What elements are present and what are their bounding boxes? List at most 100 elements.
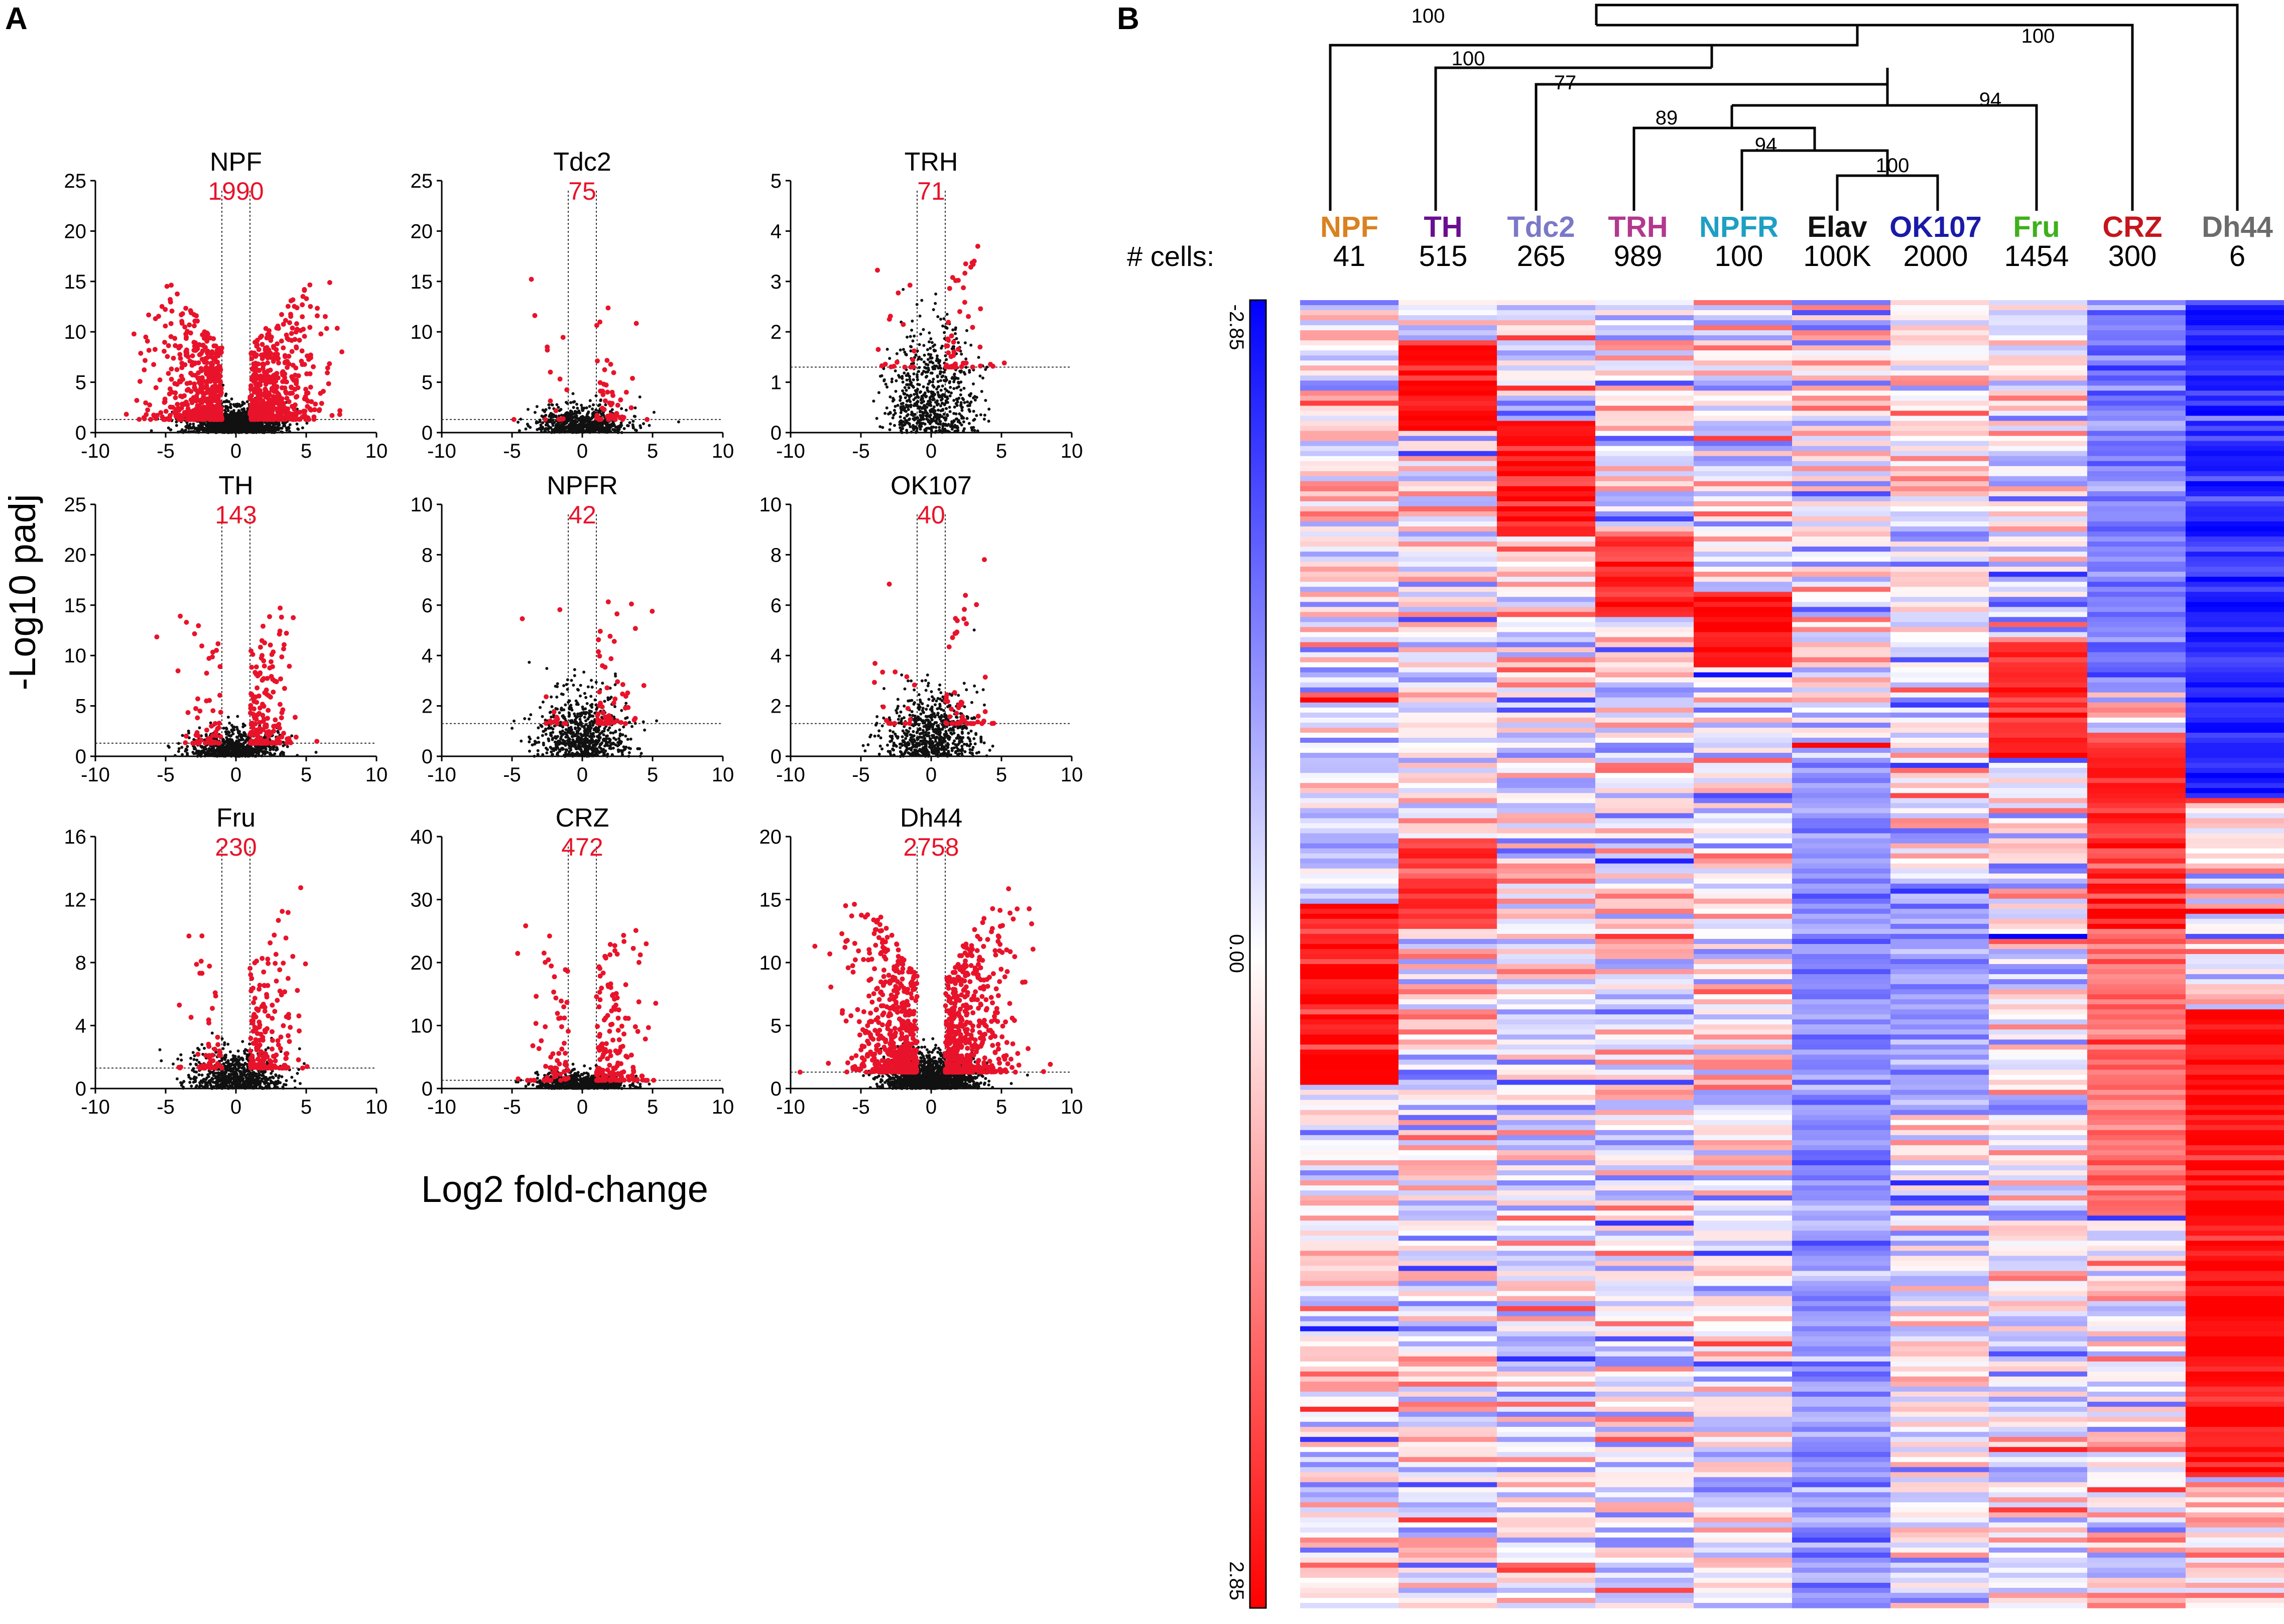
- point-ns: [930, 341, 934, 344]
- point-ns: [181, 431, 185, 434]
- plot-title: Tdc2: [553, 148, 611, 177]
- point-significant: [315, 313, 320, 319]
- point-significant: [945, 336, 950, 342]
- point-significant: [199, 407, 204, 413]
- point-ns: [952, 387, 956, 390]
- point-significant: [275, 341, 280, 347]
- point-significant: [279, 385, 285, 390]
- point-significant: [977, 344, 983, 350]
- point-ns: [281, 431, 284, 434]
- point-ns: [557, 405, 560, 409]
- x-tick-label: 5: [301, 440, 312, 462]
- point-significant: [166, 343, 171, 348]
- point-ns: [544, 427, 548, 430]
- point-ns: [909, 400, 912, 403]
- point-significant: [142, 367, 147, 372]
- point-significant: [294, 321, 299, 326]
- point-ns: [982, 418, 986, 421]
- point-ns: [905, 388, 908, 392]
- point-significant: [143, 358, 148, 363]
- point-significant: [153, 385, 159, 390]
- point-significant: [623, 389, 629, 395]
- point-ns: [225, 736, 228, 739]
- point-ns: [176, 431, 180, 434]
- point-ns: [913, 334, 916, 338]
- y-tick-label: 25: [64, 170, 87, 192]
- point-ns: [919, 428, 922, 431]
- point-significant: [156, 314, 161, 319]
- point-ns: [184, 429, 187, 432]
- point-significant: [279, 397, 284, 403]
- point-ns: [932, 398, 936, 401]
- point-significant: [614, 413, 619, 418]
- point-ns: [223, 400, 227, 403]
- point-significant: [285, 365, 290, 370]
- point-ns: [920, 425, 923, 428]
- point-ns: [186, 745, 189, 748]
- point-significant: [252, 340, 258, 345]
- point-significant: [608, 361, 613, 367]
- point-ns: [224, 394, 227, 397]
- point-ns: [272, 424, 275, 428]
- point-ns: [959, 388, 963, 392]
- point-ns: [677, 420, 680, 424]
- point-significant: [164, 284, 170, 289]
- point-significant: [943, 364, 949, 370]
- point-significant: [956, 346, 961, 352]
- point-significant: [267, 397, 273, 403]
- point-significant: [190, 360, 195, 365]
- point-significant: [302, 409, 308, 414]
- point-ns: [279, 753, 282, 756]
- y-tick-label: 5: [771, 170, 782, 192]
- point-significant: [299, 348, 305, 354]
- point-significant: [334, 326, 340, 331]
- y-tick-label: 0: [75, 422, 86, 444]
- point-ns: [296, 754, 299, 757]
- x-tick-label: -10: [427, 440, 456, 462]
- point-ns: [230, 397, 233, 400]
- point-significant: [324, 326, 329, 331]
- point-significant: [183, 336, 189, 341]
- point-ns: [935, 359, 938, 362]
- point-ns: [212, 754, 215, 757]
- point-ns: [891, 377, 894, 381]
- point-significant: [162, 399, 167, 405]
- point-significant: [912, 348, 917, 354]
- point-significant: [258, 401, 264, 407]
- point-ns: [891, 399, 895, 403]
- point-ns: [936, 354, 939, 358]
- point-ns: [544, 414, 548, 417]
- point-ns: [535, 421, 538, 425]
- point-significant: [169, 389, 175, 395]
- point-significant: [179, 321, 185, 326]
- point-ns: [920, 299, 924, 302]
- point-significant: [256, 361, 261, 367]
- point-ns: [519, 418, 523, 421]
- point-ns: [211, 422, 215, 426]
- point-ns: [948, 381, 951, 384]
- point-ns: [566, 401, 569, 405]
- point-ns: [588, 404, 591, 408]
- point-ns: [945, 430, 948, 433]
- point-significant: [258, 644, 263, 650]
- point-ns: [572, 416, 575, 419]
- point-ns: [940, 430, 943, 433]
- point-ns: [905, 431, 909, 434]
- point-significant: [202, 417, 207, 422]
- point-significant: [300, 415, 305, 420]
- point-ns: [236, 715, 239, 718]
- point-ns: [567, 419, 570, 423]
- point-significant: [307, 406, 313, 412]
- point-significant: [615, 402, 620, 408]
- point-ns: [576, 420, 579, 424]
- point-ns: [573, 411, 577, 414]
- point-ns: [926, 363, 930, 366]
- point-significant: [895, 359, 900, 365]
- point-ns: [240, 737, 243, 740]
- point-ns: [941, 324, 945, 328]
- point-ns: [970, 426, 973, 430]
- point-ns: [967, 408, 971, 412]
- point-ns: [551, 424, 555, 427]
- point-ns: [909, 345, 912, 348]
- point-significant: [203, 397, 208, 402]
